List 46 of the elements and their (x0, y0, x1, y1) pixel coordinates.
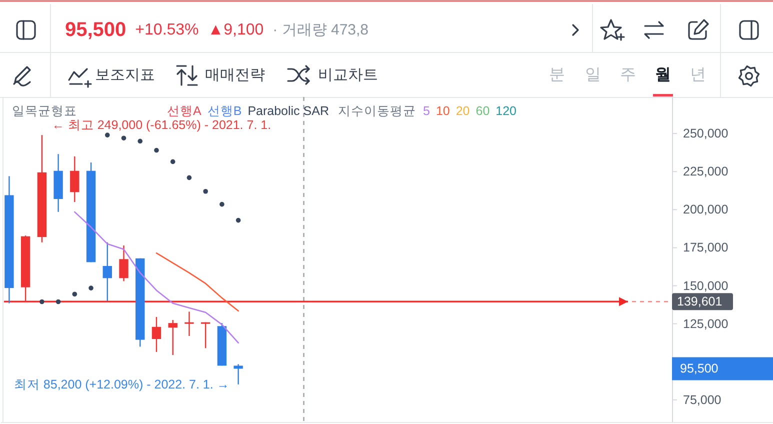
text: Parabolic SAR (248, 104, 329, 118)
text: 월 (655, 66, 671, 84)
point (170, 159, 176, 164)
point (220, 202, 224, 207)
text: 분 (549, 66, 565, 84)
point (186, 175, 192, 180)
text: 120 (496, 104, 517, 118)
point (154, 148, 159, 153)
text: 선행A (167, 104, 202, 118)
point (236, 218, 241, 223)
text: · 거래량 473,8 (272, 22, 369, 38)
text: ▲9,100 (208, 22, 264, 38)
text: +10.53% (135, 22, 199, 38)
note-high: ← 최고 249,000 (-61.65%) - 2021. 7. 1. (52, 118, 272, 132)
text: 20 (456, 104, 470, 118)
ref-line-label: 139,601 (677, 294, 722, 309)
y-tick-label: 175,000 (683, 240, 728, 255)
y-tick-label: 225,000 (683, 164, 728, 179)
text: 비교차트 (318, 66, 378, 84)
y-tick-label: 200,000 (683, 202, 728, 217)
point (138, 138, 143, 144)
text: 5 (422, 104, 430, 118)
y-tick-label: 125,000 (683, 316, 728, 331)
text: 년 (690, 66, 706, 84)
point (203, 188, 208, 194)
text: 매매전략 (205, 66, 265, 84)
point (121, 136, 126, 140)
point (72, 292, 78, 297)
note-low: 최저 85,200 (+12.09%) - 2022. 7. 1. → (14, 377, 230, 392)
y-tick-label: 75,000 (683, 392, 722, 407)
text: 일 (585, 66, 601, 84)
text: 60 (476, 104, 490, 118)
point (88, 286, 94, 290)
point (40, 299, 44, 304)
point (104, 132, 110, 138)
y-tick-label: 150,000 (683, 278, 728, 293)
y-tick-label: 250,000 (683, 126, 728, 141)
text: 선행B (207, 104, 242, 118)
point (56, 299, 61, 304)
price-label: 95,500 (672, 357, 773, 380)
text: 95,500 (65, 19, 126, 41)
text: 주 (620, 66, 636, 84)
text: 10 (436, 104, 450, 118)
text: 일목균형표 (12, 104, 77, 118)
text: 보조지표 (95, 66, 155, 84)
text: 지수이동평균 (338, 104, 416, 118)
